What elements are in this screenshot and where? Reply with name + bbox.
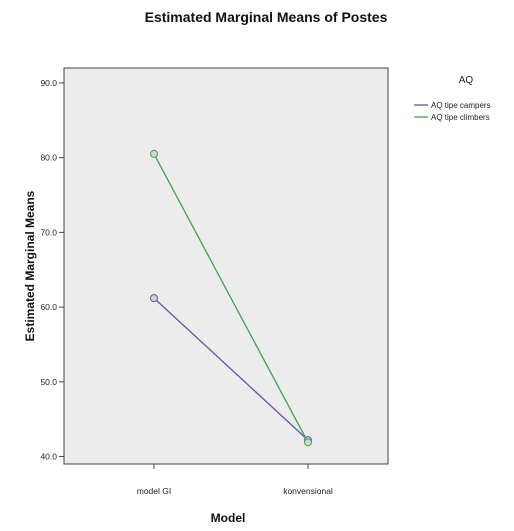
y-tick-label: 60.0 bbox=[40, 302, 57, 312]
y-axis-title: Estimated Marginal Means bbox=[23, 190, 37, 341]
y-tick-label: 40.0 bbox=[40, 452, 57, 462]
x-tick-label: model GI bbox=[137, 486, 172, 496]
series-line-0 bbox=[153, 297, 309, 441]
plot-area bbox=[63, 67, 389, 465]
y-tick-label: 70.0 bbox=[40, 227, 57, 237]
legend-label: AQ tipe campers bbox=[431, 101, 491, 110]
y-tick-label: 90.0 bbox=[40, 78, 57, 88]
legend-title: AQ bbox=[459, 75, 474, 86]
x-tick-label: konvensional bbox=[283, 486, 333, 496]
series-lines bbox=[153, 153, 309, 443]
chart-title: Estimated Marginal Means of Postes bbox=[145, 9, 388, 25]
y-tick-label: 50.0 bbox=[40, 377, 57, 387]
x-axis: model GI konvensional bbox=[137, 464, 333, 496]
legend-label: AQ tipe climbers bbox=[431, 113, 490, 122]
series-points bbox=[150, 149, 312, 447]
y-axis: 40.0 50.0 60.0 70.0 80.0 90.0 bbox=[40, 78, 64, 462]
x-axis-title: Model bbox=[211, 511, 246, 525]
y-tick-label: 80.0 bbox=[40, 153, 57, 163]
data-point bbox=[304, 438, 312, 447]
data-point bbox=[150, 294, 158, 303]
series-line-1 bbox=[153, 153, 309, 443]
data-point bbox=[150, 149, 158, 158]
legend: AQ AQ tipe campers AQ tipe climbers bbox=[414, 75, 491, 122]
